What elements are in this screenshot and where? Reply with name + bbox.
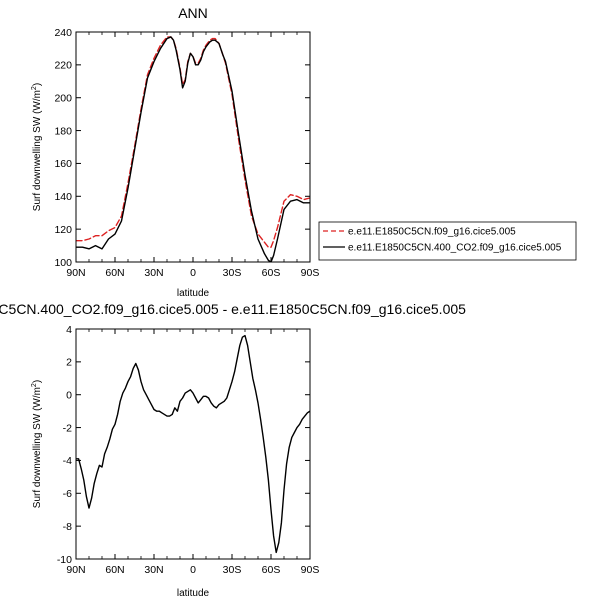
bottom-chart-series-line-0 [76,334,310,554]
bottom-chart-xtick-label: 0 [190,564,196,576]
top-chart-ytick-label: 120 [54,224,72,236]
bottom-chart-ytick-label: 0 [66,390,72,402]
bottom-chart-ytick-label: 4 [66,324,72,336]
bottom-chart-title: e.e11.E1850C5CN.400_CO2.f09_g16.cice5.00… [0,301,466,317]
top-chart-xtick-label: 90N [66,267,85,279]
top-chart-xtick-label: 60S [262,267,281,279]
legend-label-co2: e.e11.E1850C5CN.400_CO2.f09_g16.cice5.00… [348,243,562,254]
top-chart-ytick-label: 160 [54,158,72,170]
bottom-chart-series [76,334,310,554]
bottom-chart-frame [75,328,311,560]
bottom-chart-xtick-label: 90N [66,564,85,576]
bottom-chart-xtick-label: 60N [105,564,124,576]
bottom-chart-xtick-label: 30N [144,564,163,576]
bottom-chart-ytick-label: -10 [57,554,72,566]
top-chart-xtick-label: 90S [301,267,320,279]
bottom-chart-ytick-label: -8 [63,521,72,533]
top-chart: ANN latitude Surf downwelling SW (W/m2) … [31,5,319,299]
top-chart-title: ANN [178,5,208,21]
bottom-chart-ticks: 90N 60N 30N 0 30S 60S 90S -10 -8 -6 -4 -2 0 2 4 [57,324,320,576]
top-chart-ylabel: Surf downwelling SW (W/m2) [31,83,43,211]
top-chart-ytick-label: 100 [54,257,72,269]
top-chart-series-line-1 [76,36,310,262]
bottom-chart-ytick-label: -4 [63,455,72,467]
bottom-chart-ytick-label: 2 [66,357,72,369]
top-chart-series [76,36,310,262]
bottom-chart-xlabel: latitude [177,588,210,599]
top-chart-series-line-0 [76,36,310,248]
top-chart-ytick-label: 180 [54,125,72,137]
top-chart-ticks: 90N 60N 30N 0 30S 60S 90S 100 120 140 160 180 200 220… [54,27,319,279]
top-chart-ytick-label: 140 [54,191,72,203]
top-chart-xtick-label: 30S [223,267,242,279]
legend-label-control: e.e11.E1850C5CN.f09_g16.cice5.005 [348,227,516,238]
top-chart-frame [75,31,311,263]
bottom-chart-xtick-label: 90S [301,564,320,576]
legend-box [318,221,577,261]
bottom-chart: e.e11.E1850C5CN.400_CO2.f09_g16.cice5.00… [0,301,466,599]
bottom-chart-xtick-label: 30S [223,564,242,576]
top-chart-xlabel: latitude [177,288,210,299]
bottom-chart-xtick-label: 60S [262,564,281,576]
top-chart-xtick-label: 60N [105,267,124,279]
top-chart-legend: e.e11.E1850C5CN.f09_g16.cice5.005 e.e11.… [318,221,577,261]
bottom-chart-ytick-label: -2 [63,422,72,434]
top-chart-xtick-label: 0 [190,267,196,279]
bottom-chart-ylabel: Surf downwelling SW (W/m2) [31,380,43,508]
bottom-chart-ytick-label: -6 [63,488,72,500]
top-chart-xtick-label: 30N [144,267,163,279]
top-chart-ytick-label: 240 [54,27,72,39]
top-chart-ytick-label: 200 [54,93,72,105]
top-chart-ytick-label: 220 [54,60,72,72]
